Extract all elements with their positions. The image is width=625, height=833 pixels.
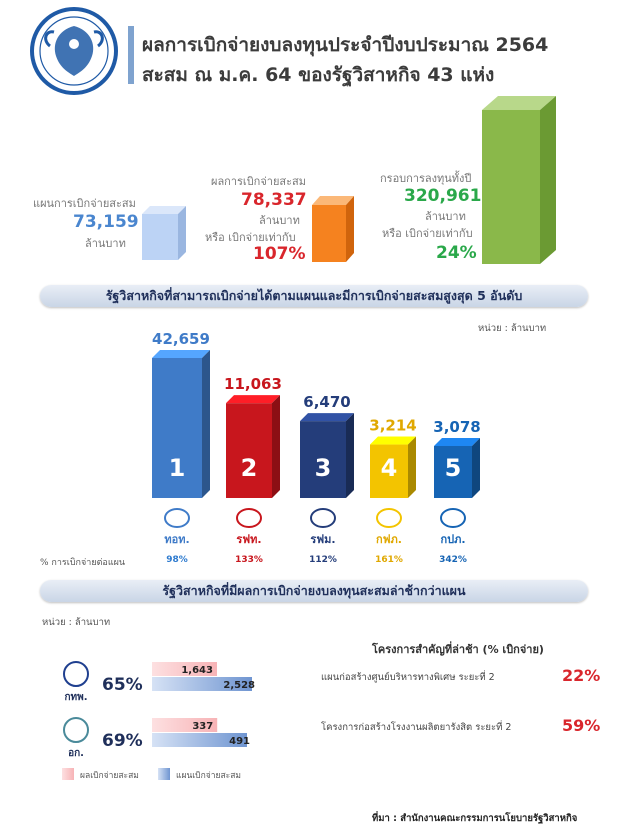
bar-side-1 bbox=[202, 350, 210, 498]
frame-unit: ล้านบาท bbox=[425, 210, 466, 223]
legend: ผลเบิกจ่ายสะสม แผนเบิกจ่ายสะสม bbox=[62, 766, 282, 782]
bar-top-2 bbox=[226, 395, 280, 404]
org-logo-1-icon bbox=[164, 508, 190, 528]
delayed-org-2-icon bbox=[63, 717, 89, 743]
bar-value-label-2: 11,063 bbox=[224, 375, 282, 393]
org-abbr-1: ทอท. bbox=[164, 533, 189, 546]
bar-value-label-4: 3,214 bbox=[369, 417, 416, 435]
delayed-org-pct-2: 69% bbox=[102, 731, 143, 751]
agency-logo bbox=[28, 6, 120, 96]
legend-actual-swatch bbox=[62, 768, 74, 780]
project-2-pct: 59% bbox=[562, 716, 601, 735]
pct-of-plan-4: 161% bbox=[375, 555, 403, 565]
banner-delayed: รัฐวิสาหกิจที่มีผลการเบิกจ่ายงบลงทุนสะสม… bbox=[40, 580, 588, 602]
bar-2 bbox=[226, 403, 272, 498]
pct-of-plan-2: 133% bbox=[235, 555, 263, 565]
org-abbr-2: รฟท. bbox=[236, 533, 261, 546]
org-abbr-5: กปภ. bbox=[440, 533, 465, 546]
projects-title: โครงการสำคัญที่ล่าช้า (% เบิกจ่าย) bbox=[372, 643, 544, 656]
delayed-plan-bar-1 bbox=[152, 677, 252, 691]
bar-side-2 bbox=[272, 395, 280, 498]
frame-ratio: 24% bbox=[436, 243, 477, 263]
actual-ratio: 107% bbox=[253, 244, 306, 264]
pct-of-plan-3: 112% bbox=[309, 555, 337, 565]
delayed-org-1-icon bbox=[63, 661, 89, 687]
bar-top-4 bbox=[370, 436, 416, 445]
bar-3 bbox=[300, 421, 346, 498]
bar-side-3 bbox=[346, 413, 354, 498]
delayed-org-abbr-2: อก. bbox=[68, 748, 84, 759]
bar-top-3 bbox=[300, 413, 354, 422]
source-note: ที่มา : สำนักงานคณะกรรมการนโยบายรัฐวิสาห… bbox=[372, 813, 578, 824]
plan-box bbox=[142, 206, 186, 260]
pct-of-plan-5: 342% bbox=[439, 555, 467, 565]
legend-actual-label: ผลเบิกจ่ายสะสม bbox=[80, 771, 139, 781]
delayed-actual-bar-1 bbox=[152, 662, 217, 676]
legend-plan-label: แผนเบิกจ่ายสะสม bbox=[176, 771, 241, 781]
delayed-org-pct-1: 65% bbox=[102, 675, 143, 695]
pct-of-plan-label: % การเบิกจ่ายต่อแผน bbox=[40, 558, 126, 568]
bar-1 bbox=[152, 358, 202, 498]
bar-rank-4: 4 bbox=[381, 454, 398, 482]
legend-plan-swatch bbox=[158, 768, 170, 780]
project-2-name: โครงการก่อสร้างโรงงานผลิตยารังสิต ระยะที… bbox=[321, 722, 512, 733]
project-1-name: แผนก่อสร้างศูนย์บริหารทางพิเศษ ระยะที่ 2 bbox=[321, 672, 495, 683]
bar-value-label-3: 6,470 bbox=[303, 393, 350, 411]
org-logo-4-icon bbox=[376, 508, 402, 528]
delayed-plan-label-2: 491 bbox=[229, 736, 250, 747]
frame-label: กรอบการลงทุนทั้งปี bbox=[380, 172, 472, 185]
org-logo-2-icon bbox=[236, 508, 262, 528]
frame-box bbox=[482, 96, 556, 264]
banner-top-performers: รัฐวิสาหกิจที่สามารถเบิกจ่ายได้ตามแผนและ… bbox=[40, 285, 588, 307]
plan-unit: ล้านบาท bbox=[85, 237, 126, 250]
org-abbr-3: รฟม. bbox=[310, 533, 335, 546]
title-line-1: ผลการเบิกจ่ายงบลงทุนประจำปีงบประมาณ 2564 bbox=[142, 34, 549, 56]
delayed-actual-bar-2 bbox=[152, 718, 218, 732]
bar-top-5 bbox=[434, 438, 480, 446]
page-title: ผลการเบิกจ่ายงบลงทุนประจำปีงบประมาณ 2564… bbox=[142, 30, 548, 90]
org-logo-3-icon bbox=[310, 508, 336, 528]
bar-rank-2: 2 bbox=[241, 454, 258, 482]
delayed-plan-bar-2 bbox=[152, 733, 247, 747]
org-logo-5-icon bbox=[440, 508, 466, 528]
plan-label: แผนการเบิกจ่ายสะสม bbox=[33, 197, 136, 210]
org-abbr-4: กฟภ. bbox=[376, 533, 402, 546]
actual-label: ผลการเบิกจ่ายสะสม bbox=[211, 175, 306, 188]
project-1-pct: 22% bbox=[562, 666, 601, 685]
bar-value-label-5: 3,078 bbox=[433, 418, 480, 436]
bar-side-4 bbox=[408, 436, 416, 498]
delayed-actual-label-1: 1,643 bbox=[181, 665, 213, 676]
frame-ratio-label: หรือ เบิกจ่ายเท่ากับ bbox=[382, 227, 473, 240]
actual-unit: ล้านบาท bbox=[259, 214, 300, 227]
delayed-plan-label-1: 2,528 bbox=[223, 680, 255, 691]
frame-value: 320,961 bbox=[404, 186, 482, 206]
actual-ratio-label: หรือ เบิกจ่ายเท่ากับ bbox=[205, 231, 296, 244]
title-line-2: สะสม ณ ม.ค. 64 ของรัฐวิสาหกิจ 43 แห่ง bbox=[142, 64, 495, 86]
bar-rank-1: 1 bbox=[169, 454, 186, 482]
bar-top-1 bbox=[152, 350, 210, 358]
delayed-bar-chart: กทพ. 65% 1,643 2,528 อก. 69% 337 491 bbox=[63, 661, 255, 759]
summary-boxes bbox=[0, 0, 625, 280]
bar-rank-3: 3 bbox=[315, 454, 332, 482]
bar-4 bbox=[370, 444, 408, 498]
pct-of-plan-1: 98% bbox=[166, 555, 188, 565]
unit-note-bottom: หน่วย : ล้านบาท bbox=[42, 617, 111, 628]
bar-side-5 bbox=[472, 438, 480, 498]
title-accent-bar bbox=[128, 26, 134, 84]
plan-value: 73,159 bbox=[73, 212, 139, 232]
actual-value: 78,337 bbox=[241, 190, 307, 210]
bar-value-label-1: 42,659 bbox=[152, 330, 210, 348]
actual-box bbox=[312, 196, 354, 262]
delayed-org-abbr-1: กทพ. bbox=[64, 692, 87, 703]
top5-bar-chart: 1 42,659 ทอท. 98% 2 11,063 รฟท. 133% 3 6,470 รฟม. 1… bbox=[152, 330, 481, 565]
delayed-actual-label-2: 337 bbox=[192, 721, 213, 732]
bar-5 bbox=[434, 446, 472, 498]
bar-rank-5: 5 bbox=[445, 454, 462, 482]
unit-note-top: หน่วย : ล้านบาท bbox=[478, 323, 547, 334]
